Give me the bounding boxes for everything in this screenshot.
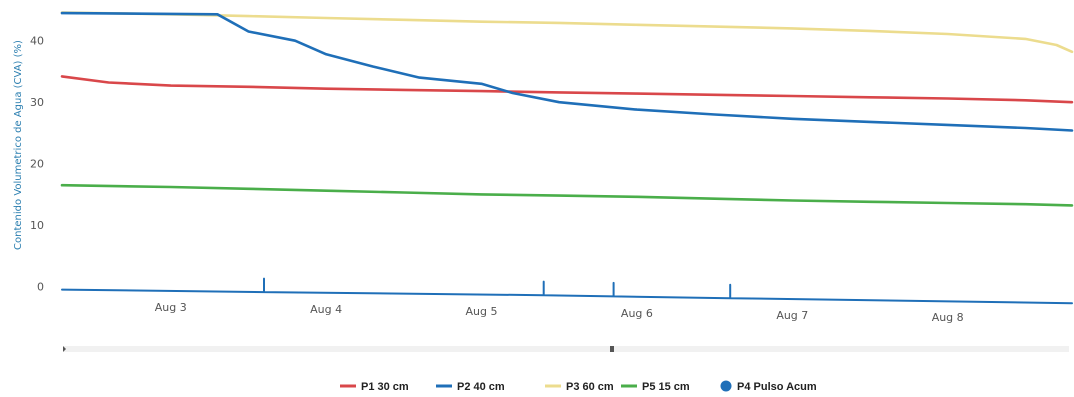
legend-dot-icon [720, 380, 732, 392]
legend-label: P1 30 cm [361, 381, 409, 393]
x-tick-label: Aug 3 [155, 301, 187, 314]
y-tick-labels: 0 10 20 30 40 [30, 35, 44, 294]
x-tick-label: Aug 6 [621, 307, 653, 320]
legend-item[interactable]: P5 15 cm [621, 381, 690, 393]
legend-item[interactable]: P4 Pulso Acum [720, 380, 817, 394]
x-tick-label: Aug 8 [932, 311, 964, 324]
series-line-p1-30-cm [60, 75, 1074, 104]
series-line-p4-pulso-acum [61, 277, 1073, 305]
legend-item[interactable]: P1 30 cm [340, 381, 409, 393]
legend-label: P2 40 cm [457, 381, 505, 393]
legend-label: P4 Pulso Acum [737, 381, 817, 393]
legend-item[interactable]: P3 60 cm [545, 381, 614, 393]
y-tick-label: 10 [30, 219, 44, 232]
legend-item[interactable]: P2 40 cm [436, 381, 505, 393]
series-line-p3-60-cm [60, 11, 1074, 54]
legend: P1 30 cm P2 40 cm P3 60 cm P5 15 cm P4 Pulso… [340, 380, 817, 394]
legend-label: P3 60 cm [566, 381, 614, 393]
y-tick-label: 30 [30, 96, 44, 109]
legend-label: P5 15 cm [642, 381, 690, 393]
y-tick-label: 20 [30, 158, 44, 171]
scrollbar-track[interactable] [64, 346, 1069, 352]
x-tick-label: Aug 5 [466, 305, 498, 318]
x-tick-labels: Aug 3 Aug 4 Aug 5 Aug 6 Aug 7 Aug 8 [155, 301, 964, 324]
y-tick-label: 0 [37, 281, 44, 294]
x-tick-label: Aug 4 [310, 303, 342, 316]
series-line-p5-15-cm [60, 183, 1074, 207]
horizontal-scrollbar[interactable] [63, 346, 1069, 352]
x-tick-label: Aug 7 [776, 309, 808, 322]
scroll-left-arrow[interactable] [63, 346, 66, 352]
scrollbar-handle[interactable] [610, 346, 614, 352]
y-tick-label: 40 [30, 35, 44, 48]
series-line-p2-40-cm [60, 11, 1074, 132]
y-axis-label: Contenido Volumetrico de Agua (CVA) (%) [13, 40, 24, 250]
series-layer [60, 11, 1074, 305]
